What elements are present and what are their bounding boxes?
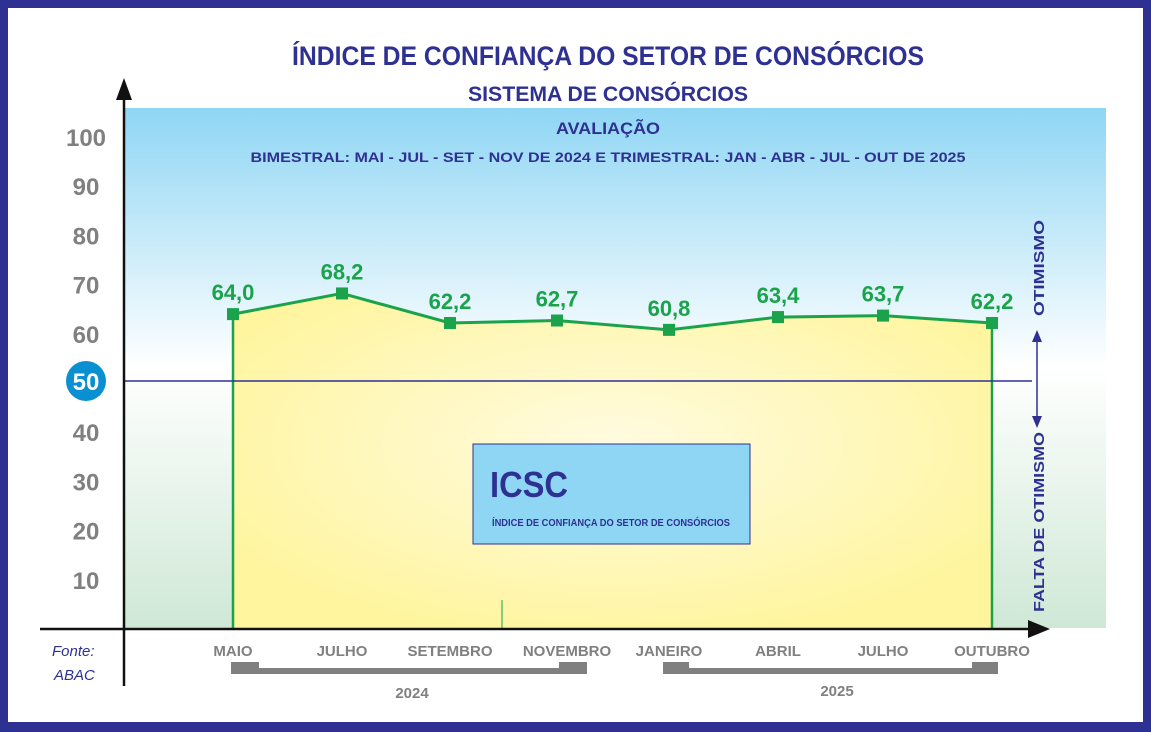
down-arrow-icon	[1032, 416, 1042, 428]
x-tick-label: ABRIL	[755, 643, 801, 660]
data-label: 62,7	[536, 287, 579, 312]
y-tick-label: 30	[73, 469, 100, 496]
data-point	[772, 311, 784, 324]
data-point	[877, 309, 889, 322]
data-label: 62,2	[429, 289, 472, 314]
source-value: ABAC	[53, 667, 95, 684]
evaluation-text: BIMESTRAL: MAI - JUL - SET - NOV DE 2024…	[251, 149, 966, 165]
y-tick-label: 40	[73, 420, 100, 447]
chart-title: ÍNDICE DE CONFIANÇA DO SETOR DE CONSÓRCI…	[292, 40, 924, 71]
x-tick-label: OUTUBRO	[954, 643, 1030, 660]
x-tick-label: NOVEMBRO	[523, 643, 612, 660]
data-label: 64,0	[212, 280, 255, 305]
up-arrow-icon	[1032, 330, 1042, 342]
data-point	[986, 316, 998, 329]
x-tick-label: JULHO	[317, 643, 368, 660]
year-bracket-2025	[663, 662, 998, 674]
y-axis-arrow-icon	[116, 78, 132, 100]
data-point	[444, 316, 456, 329]
y-tick-label: 80	[73, 223, 100, 250]
y-tick-label: 20	[73, 519, 100, 546]
data-point	[227, 308, 239, 321]
source-label: Fonte:	[52, 643, 95, 660]
legend-box	[472, 443, 751, 545]
reference-label: 50	[73, 369, 100, 396]
y-tick-label: 100	[66, 125, 106, 152]
chart-subtitle: SISTEMA DE CONSÓRCIOS	[468, 82, 748, 106]
data-label: 63,7	[862, 282, 905, 307]
x-axis-arrow-icon	[1028, 620, 1050, 638]
data-point	[551, 314, 563, 327]
lower-label: FALTA DE OTIMISMO	[1031, 432, 1048, 612]
year-bracket-2024	[231, 662, 587, 674]
data-label: 60,8	[648, 296, 691, 321]
data-point	[336, 287, 348, 300]
x-tick-label: MAIO	[213, 643, 252, 660]
year-label-2024: 2024	[395, 685, 429, 702]
legend-title: ICSC	[490, 464, 568, 505]
data-point	[663, 323, 675, 336]
upper-label: OTIMISMO	[1031, 220, 1048, 316]
x-tick-label: SETEMBRO	[407, 643, 492, 660]
year-label-2025: 2025	[820, 683, 853, 700]
y-tick-label: 90	[73, 174, 100, 201]
y-tick-label: 70	[73, 273, 100, 300]
x-tick-label: JULHO	[858, 643, 909, 660]
reference-circle	[66, 361, 106, 401]
data-label: 63,4	[757, 283, 801, 308]
legend-text: ÍNDICE DE CONFIANÇA DO SETOR DE CONSÓRCI…	[492, 516, 730, 529]
y-tick-label: 10	[73, 568, 100, 595]
data-label: 68,2	[321, 259, 364, 284]
x-tick-label: JANEIRO	[636, 643, 703, 660]
series-line	[232, 291, 993, 332]
evaluation-title: AVALIAÇÃO	[556, 118, 660, 138]
y-tick-label: 60	[73, 322, 100, 349]
data-label: 62,2	[971, 289, 1014, 314]
